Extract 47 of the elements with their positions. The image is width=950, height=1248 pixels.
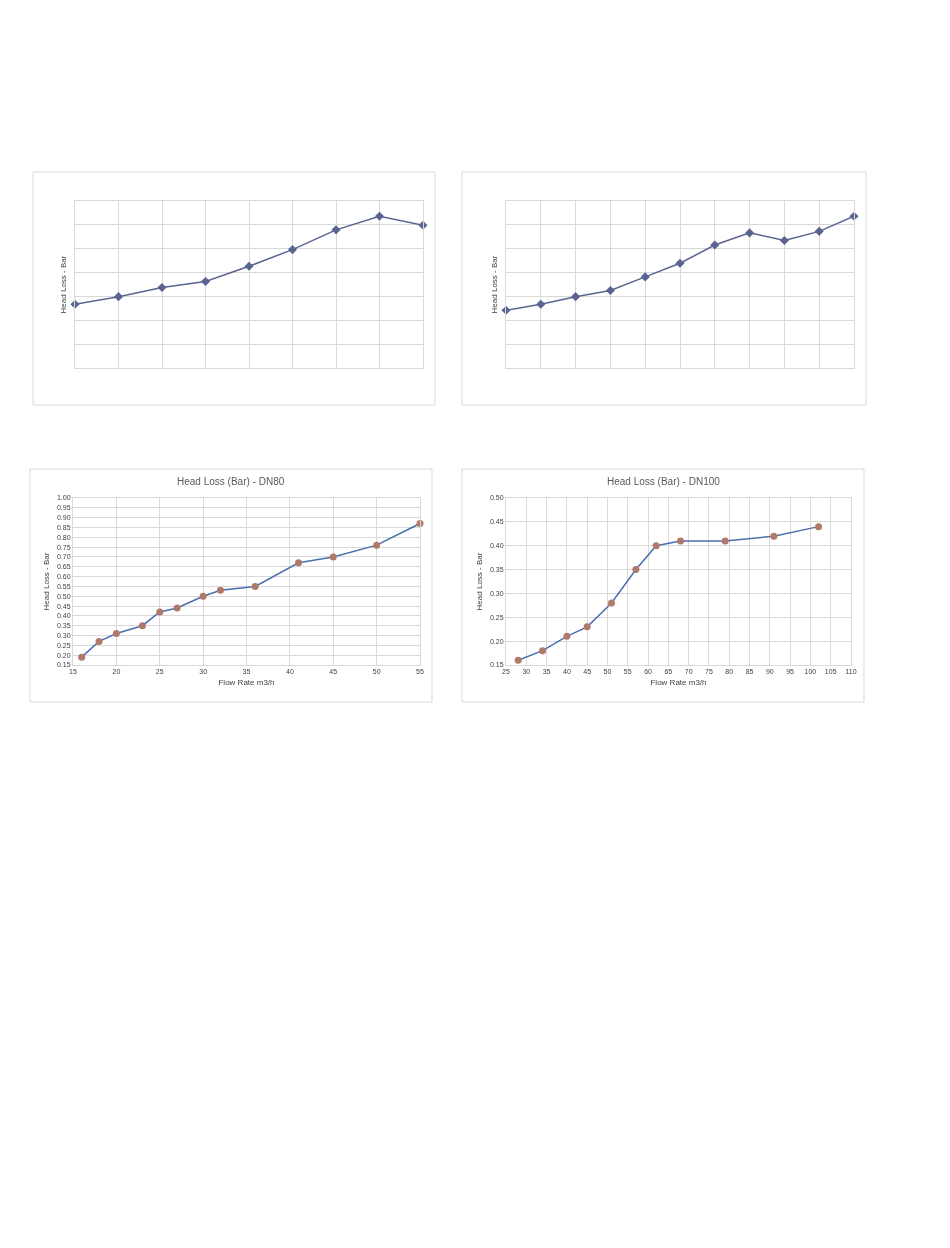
y-axis-title: Head Loss - Bar <box>474 552 484 611</box>
point <box>156 608 164 616</box>
point <box>770 532 778 540</box>
point <box>95 637 103 645</box>
point <box>745 228 755 238</box>
point <box>640 272 650 282</box>
point <box>583 623 591 631</box>
point <box>374 211 385 221</box>
point <box>514 656 522 664</box>
chart-title: Head Loss (Bar) - DN80 <box>177 476 285 487</box>
point <box>605 286 615 296</box>
point <box>251 582 259 590</box>
point <box>675 258 685 268</box>
point <box>113 292 124 302</box>
point <box>244 261 254 271</box>
point <box>652 542 660 550</box>
point <box>138 622 146 630</box>
point <box>112 630 120 638</box>
x-axis-title: Flow Rate m3/h <box>218 677 275 687</box>
point <box>571 292 581 302</box>
y-axis-title: Head Loss - Bar <box>489 255 499 314</box>
point <box>78 653 86 661</box>
point <box>295 559 303 567</box>
chart-title: Head Loss (Bar) - DN100 <box>607 476 721 487</box>
point <box>539 647 547 655</box>
y-axis-title: Head Loss - Bar <box>58 255 68 314</box>
point <box>373 541 381 549</box>
point <box>632 566 640 574</box>
y-axis-title: Head Loss - Bar <box>41 552 51 611</box>
point <box>721 537 729 545</box>
point <box>199 592 207 600</box>
point <box>536 299 546 309</box>
point <box>779 235 789 246</box>
point <box>216 586 224 594</box>
point <box>677 537 685 545</box>
point <box>157 282 167 293</box>
point <box>608 599 616 607</box>
point <box>173 604 181 612</box>
point <box>815 523 823 531</box>
x-axis-title: Flow Rate m3/h <box>650 677 707 687</box>
point <box>287 245 298 255</box>
point <box>329 553 337 561</box>
point <box>563 632 571 640</box>
point <box>710 240 720 250</box>
point <box>200 276 211 287</box>
point <box>331 225 341 235</box>
point <box>814 226 824 236</box>
